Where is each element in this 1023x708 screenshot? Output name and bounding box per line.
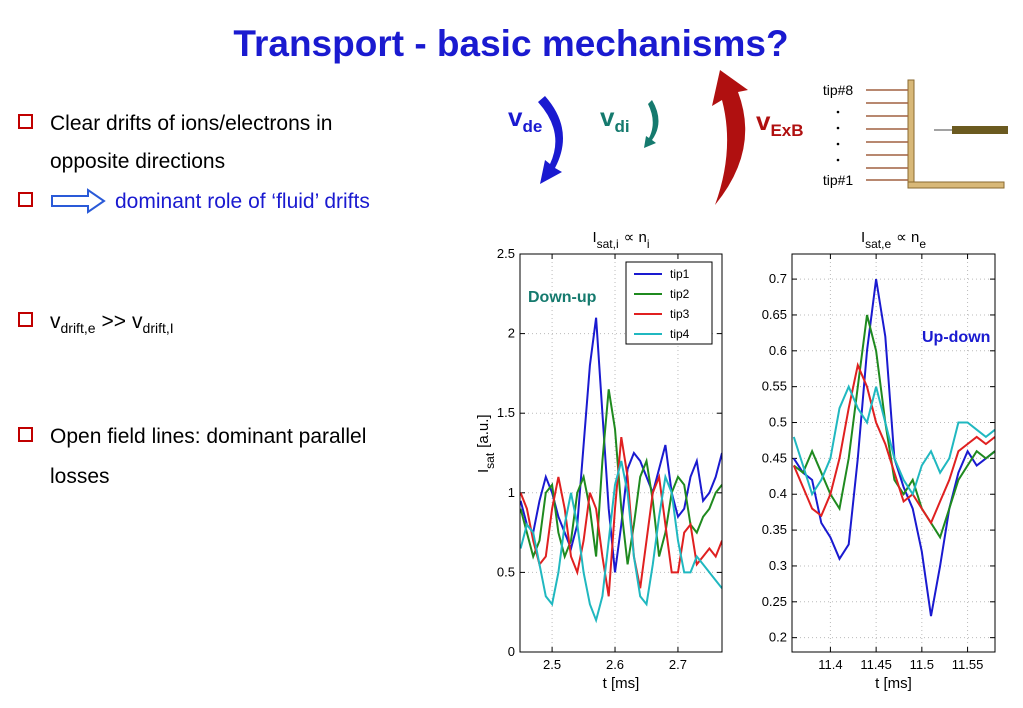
x-tick-label: 2.7 bbox=[669, 657, 687, 672]
series-group bbox=[520, 317, 722, 624]
y-axis-label: Isat [a.u.] bbox=[475, 414, 497, 473]
chart: 0.2 0.25 0.3 0.35 0.4 0.45 0.5 0.55 0.6 0.65 0.7 11… bbox=[762, 229, 996, 692]
y-tick-label: 0.35 bbox=[762, 522, 787, 537]
y-tick-label: 0.45 bbox=[762, 450, 787, 465]
bullet-text: vdrift,e >> vdrift,I bbox=[50, 310, 174, 336]
series-group bbox=[792, 278, 995, 617]
symbol: v bbox=[756, 106, 771, 136]
bullet-text: dominant role of ‘fluid’ drifts bbox=[115, 190, 370, 213]
legend-box bbox=[625, 261, 713, 345]
annotation: Down-up bbox=[528, 289, 597, 306]
curved-arrow bbox=[644, 100, 659, 148]
bullet-icon bbox=[18, 427, 33, 442]
legend-label: tip1 bbox=[670, 267, 690, 281]
y-tick-label: 0.2 bbox=[769, 630, 787, 645]
y-tick-label: 1.5 bbox=[497, 405, 515, 420]
x-tick-label: 11.4 bbox=[818, 657, 842, 672]
y-tick-label: 0.4 bbox=[769, 486, 787, 501]
y-tick-label: 0.6 bbox=[769, 343, 787, 358]
symbol: I bbox=[861, 229, 865, 246]
series-line bbox=[792, 361, 995, 526]
series-line bbox=[520, 436, 722, 597]
probe-shaft bbox=[952, 126, 1008, 134]
y-tick-label: 0.65 bbox=[762, 307, 787, 322]
subscript: i bbox=[647, 237, 650, 251]
y-tick-label: 2 bbox=[508, 326, 515, 341]
bullet-text: Clear drifts of ions/electrons in bbox=[50, 112, 332, 135]
y-tick-label: 2.5 bbox=[497, 246, 515, 261]
x-tick-label: 11.55 bbox=[952, 657, 984, 672]
bullet-icon bbox=[18, 312, 33, 327]
y-tick-label: 0.55 bbox=[762, 379, 787, 394]
symbol: v bbox=[508, 102, 523, 132]
slide-title: Transport - basic mechanisms? bbox=[233, 23, 788, 64]
y-tick-label: 0.3 bbox=[769, 558, 787, 573]
legend-label: tip4 bbox=[670, 327, 690, 341]
symbol: I bbox=[475, 469, 492, 473]
probe-label: tip#1 bbox=[823, 172, 854, 188]
subscript: sat,i bbox=[597, 237, 619, 251]
annotation: Up-down bbox=[922, 329, 990, 346]
subscript: e bbox=[919, 237, 926, 251]
subscript: sat,e bbox=[865, 237, 891, 251]
subscript: di bbox=[614, 117, 629, 136]
y-tick-label: 0.7 bbox=[769, 271, 787, 286]
probe-bar bbox=[907, 79, 915, 189]
subscript: drift,e bbox=[61, 320, 96, 336]
relation: ∝ n bbox=[896, 229, 919, 246]
chart-title: Isat,i ∝ ni bbox=[592, 229, 649, 251]
plot-frame bbox=[519, 253, 723, 653]
probe-label: tip#8 bbox=[823, 82, 854, 98]
y-tick-label: 0.25 bbox=[762, 594, 787, 609]
symbol: v bbox=[132, 310, 143, 333]
unit: [a.u.] bbox=[475, 414, 492, 447]
subscript: ExB bbox=[770, 121, 803, 140]
bullet-icon bbox=[18, 192, 33, 207]
legend-label: tip3 bbox=[670, 307, 690, 321]
bullet-text: opposite directions bbox=[50, 150, 225, 173]
x-tick-label: 2.5 bbox=[543, 657, 561, 672]
implies-arrow bbox=[51, 188, 106, 214]
drift-diagram: vde vdi vExB bbox=[508, 70, 804, 205]
relation: ∝ n bbox=[624, 229, 647, 246]
bullets: Clear drifts of ions/electrons in opposi… bbox=[18, 112, 370, 488]
y-tick-label: 0.5 bbox=[769, 415, 787, 430]
subscript: sat bbox=[483, 452, 497, 469]
plot-frame bbox=[791, 253, 996, 653]
drift-label: vde bbox=[508, 102, 542, 136]
x-axis-label: t [ms] bbox=[875, 675, 912, 692]
x-tick-label: 2.6 bbox=[606, 657, 624, 672]
drift-label: vdi bbox=[600, 102, 630, 136]
chart: 0 0.5 1 1.5 2 2.5 2.5 2.6 2.7 Isat,i ∝ ni t [ms] Isa… bbox=[475, 229, 723, 692]
operator: >> bbox=[102, 310, 127, 333]
legend-label: tip2 bbox=[670, 287, 690, 301]
subscript: de bbox=[522, 117, 542, 136]
series-line bbox=[793, 314, 995, 540]
y-tick-label: 0 bbox=[508, 644, 515, 659]
y-tick-label: 1 bbox=[508, 485, 515, 500]
series-line bbox=[520, 460, 722, 624]
curved-arrow bbox=[538, 96, 563, 184]
y-tick-label: 0.5 bbox=[497, 564, 515, 579]
x-tick-label: 11.45 bbox=[860, 657, 892, 672]
symbol: v bbox=[50, 310, 61, 333]
x-tick-label: 11.5 bbox=[910, 657, 934, 672]
symbol: v bbox=[600, 102, 615, 132]
bullet-text: losses bbox=[50, 465, 110, 488]
drift-label: vExB bbox=[756, 106, 804, 140]
x-axis-label: t [ms] bbox=[603, 675, 640, 692]
bullet-icon bbox=[18, 114, 33, 129]
probe-sketch: tip#8 tip#1 bbox=[823, 79, 1008, 189]
subscript: drift,I bbox=[143, 320, 174, 336]
bullet-text: Open field lines: dominant parallel bbox=[50, 425, 366, 448]
probe-base bbox=[907, 181, 1005, 189]
series-line bbox=[792, 384, 995, 497]
chart-title: Isat,e ∝ ne bbox=[861, 229, 926, 251]
curved-arrow bbox=[712, 70, 748, 205]
symbol: I bbox=[592, 229, 596, 246]
